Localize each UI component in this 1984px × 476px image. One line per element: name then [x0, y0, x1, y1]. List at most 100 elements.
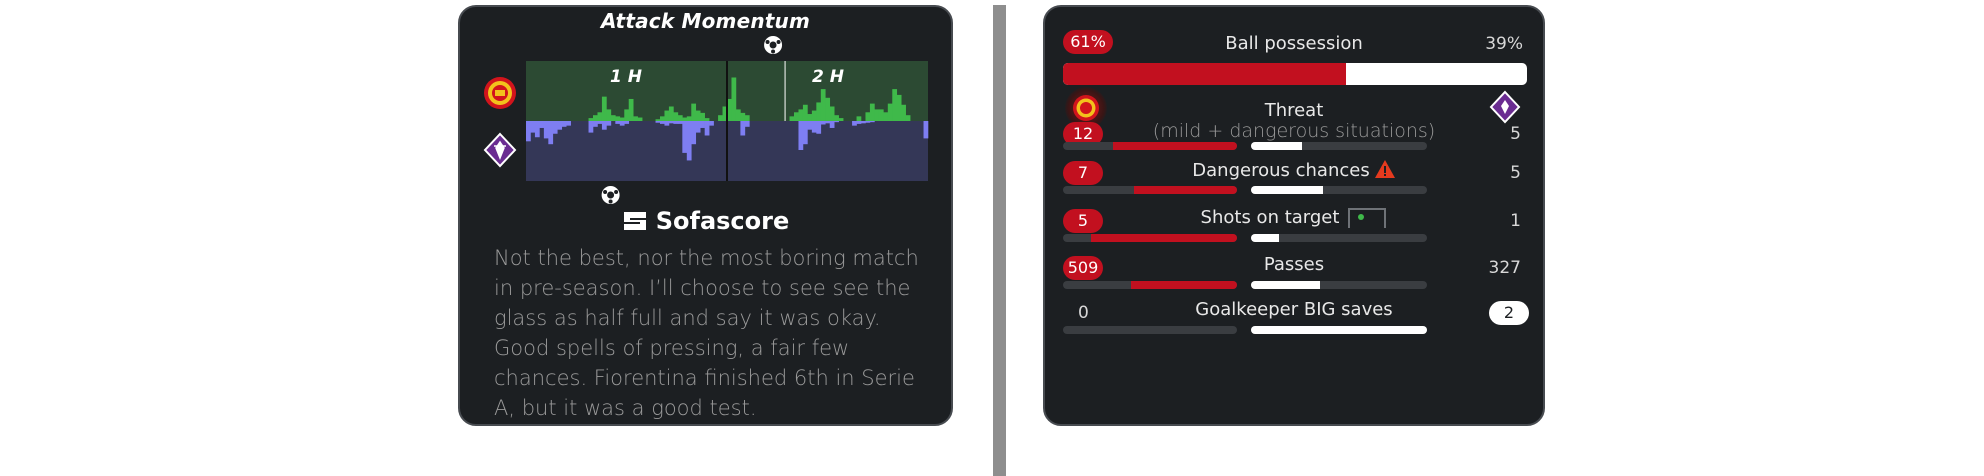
stat-away-value: 1 — [1510, 211, 1521, 231]
stat-away-track — [1251, 142, 1427, 150]
stat-row: 7 5 Dangerous chances — [1045, 159, 1543, 199]
away-momentum-bar — [695, 121, 701, 133]
home-momentum-bar — [637, 117, 643, 121]
away-momentum-bar — [816, 121, 822, 134]
stat-label: Threat — [1264, 100, 1324, 121]
stat-label: Shots on target — [1200, 207, 1340, 228]
away-momentum-bar — [798, 121, 804, 150]
away-momentum-bar — [530, 121, 536, 133]
stat-away-fill — [1251, 326, 1427, 334]
home-momentum-bar — [682, 117, 688, 121]
home-momentum-bar — [883, 112, 889, 121]
home-momentum-bar — [744, 115, 750, 121]
possession-home-value: 61% — [1063, 30, 1113, 54]
home-momentum-bar — [606, 109, 612, 121]
away-momentum-bar — [548, 121, 554, 145]
away-momentum-bar — [624, 121, 630, 124]
away-momentum-bar — [861, 121, 866, 124]
away-momentum-bar — [566, 121, 571, 126]
first-half-label: 1 H — [610, 67, 642, 87]
attack-momentum-card: Attack Momentum 1 H 2 H Sofascore Not th… — [458, 5, 953, 426]
away-momentum-bar — [677, 121, 683, 124]
home-momentum-bar — [664, 110, 670, 121]
stat-label: Passes — [1263, 254, 1325, 275]
home-momentum-bar — [905, 115, 911, 121]
away-crest-icon — [483, 132, 517, 168]
attack-momentum-chart: 1 H 2 H — [483, 36, 929, 204]
away-momentum-bar — [539, 121, 545, 128]
home-momentum-bar — [820, 89, 826, 121]
away-momentum-bar — [691, 121, 697, 145]
home-momentum-bar — [811, 110, 817, 121]
stat-home-fill — [1134, 186, 1237, 194]
away-momentum-bar — [557, 121, 563, 130]
stat-home-fill — [1090, 234, 1237, 242]
away-momentum-bar — [655, 121, 661, 123]
stat-home-value: 0 — [1078, 303, 1089, 323]
home-momentum-bar — [597, 112, 603, 121]
possession-label: Ball possession — [1225, 33, 1363, 54]
away-momentum-bar — [601, 121, 607, 130]
away-momentum-bar — [526, 121, 531, 142]
away-momentum-bar — [597, 121, 603, 124]
home-momentum-bar — [660, 116, 665, 121]
home-momentum-bar — [802, 104, 808, 121]
stat-home-value: 509 — [1063, 256, 1103, 280]
away-momentum-bar — [709, 121, 714, 126]
stat-home-fill — [1113, 142, 1237, 150]
home-momentum-bar — [816, 102, 822, 121]
brand-name: Sofascore — [655, 207, 790, 235]
away-momentum-bar — [825, 121, 831, 124]
away-momentum-bar — [682, 121, 688, 153]
away-momentum-bar — [700, 121, 705, 128]
home-momentum-bar — [588, 118, 594, 121]
stat-home-fill — [1130, 281, 1237, 289]
home-momentum-bar — [700, 112, 705, 121]
away-momentum-bar — [593, 121, 598, 127]
away-momentum-bar — [923, 121, 929, 139]
home-momentum-bar — [655, 119, 661, 121]
possession-away-value: 39% — [1485, 34, 1523, 54]
home-momentum-bar — [896, 94, 902, 121]
home-momentum-bar — [691, 103, 697, 121]
home-momentum-bar — [673, 112, 679, 121]
away-momentum-bar — [664, 121, 670, 126]
possession-home-fill — [1063, 63, 1347, 85]
stat-away-track — [1251, 326, 1427, 334]
away-crest-icon — [1485, 87, 1525, 131]
away-momentum-bar — [686, 121, 692, 161]
home-momentum-bar — [901, 104, 906, 121]
home-momentum-bar — [869, 103, 875, 121]
home-momentum-bar — [789, 116, 795, 121]
stat-home-value: 7 — [1063, 161, 1103, 185]
stat-home-track — [1063, 326, 1237, 334]
stat-away-track — [1251, 234, 1427, 242]
stat-home-track — [1063, 186, 1237, 194]
home-momentum-bar — [740, 112, 746, 121]
sofascore-brand: Sofascore — [460, 207, 951, 235]
stat-home-track — [1063, 281, 1237, 289]
away-momentum-bar — [834, 121, 839, 123]
home-momentum-bar — [619, 117, 625, 121]
home-momentum-bar — [838, 118, 844, 121]
stat-home-track — [1063, 142, 1237, 150]
home-momentum-bar — [718, 115, 723, 121]
stat-away-value: 327 — [1488, 258, 1521, 278]
home-momentum-bar — [624, 109, 630, 121]
stat-away-fill — [1251, 281, 1320, 289]
match-stats-card: 61% Ball possession 39% 1 2 5 Threat (mild +… — [1043, 5, 1545, 426]
home-momentum-bar — [601, 96, 607, 121]
away-goal-ball-icon — [601, 186, 620, 204]
stat-away-value: 5 — [1510, 124, 1521, 144]
away-momentum-bar — [856, 121, 862, 124]
away-momentum-bar — [619, 121, 625, 126]
home-momentum-bar — [825, 97, 831, 121]
stat-home-value: 5 — [1063, 209, 1103, 233]
away-momentum-bar — [615, 121, 621, 124]
stat-sublabel: (mild + dangerous situations) — [1152, 120, 1436, 142]
away-momentum-bar — [869, 121, 875, 123]
away-momentum-bar — [811, 121, 817, 133]
stat-row: 5 1 Shots on target — [1045, 207, 1543, 247]
home-momentum-bar — [610, 115, 616, 121]
away-momentum-bar — [865, 121, 871, 123]
